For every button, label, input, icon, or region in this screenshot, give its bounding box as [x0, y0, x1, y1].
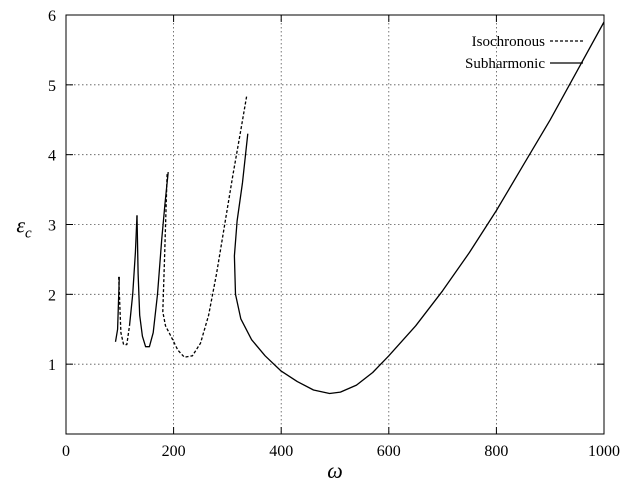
series-line-subharmonic [128, 215, 138, 326]
y-tick-label: 3 [48, 218, 56, 235]
y-axis-label-sub: c [25, 226, 32, 242]
series-isochronous [118, 95, 248, 358]
x-tick-label: 1000 [588, 443, 620, 460]
series-line-subharmonic [114, 276, 120, 342]
y-tick-label: 4 [48, 148, 56, 165]
x-tick-label: 0 [62, 443, 70, 460]
y-tick-label: 6 [48, 8, 56, 25]
series-layer [114, 21, 605, 395]
legend: Isochronous Subharmonic [465, 34, 583, 72]
legend-label-isochronous: Isochronous [472, 34, 545, 50]
y-axis-label: εc [16, 213, 32, 242]
x-tick-label: 400 [269, 443, 293, 460]
x-tick-label: 600 [377, 443, 401, 460]
plot-frame [65, 14, 605, 435]
series-line-isochronous [162, 95, 248, 358]
series-line-subharmonic [136, 172, 169, 348]
grid-lines [66, 15, 604, 434]
y-tick-label: 5 [48, 78, 56, 95]
y-tick-label: 1 [48, 357, 56, 374]
x-axis-label: ω [327, 458, 343, 483]
y-axis-label-main: ε [16, 213, 25, 238]
series-line-subharmonic [233, 21, 605, 395]
series-subharmonic [114, 21, 605, 395]
series-line-isochronous [118, 276, 131, 346]
x-tick-label: 800 [484, 443, 508, 460]
tick-labels: 0 200 400 600 800 1000 1 2 3 4 5 6 [48, 8, 620, 460]
y-tick-label: 2 [48, 287, 56, 304]
x-tick-label: 200 [162, 443, 186, 460]
legend-label-subharmonic: Subharmonic [465, 56, 545, 72]
